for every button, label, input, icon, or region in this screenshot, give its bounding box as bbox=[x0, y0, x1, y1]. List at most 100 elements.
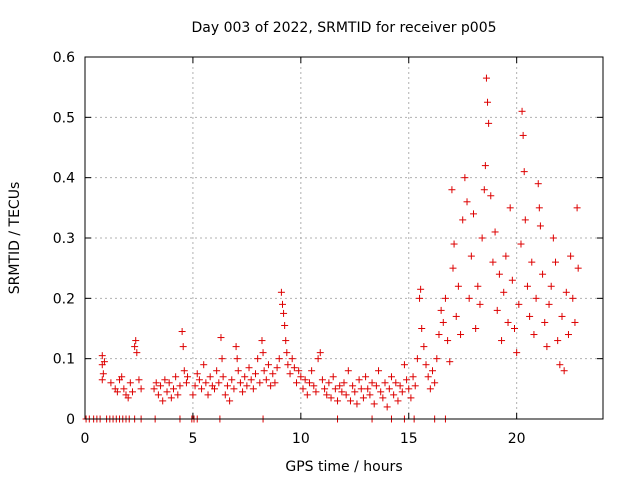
data-point bbox=[372, 382, 380, 390]
data-point bbox=[299, 385, 307, 393]
data-point bbox=[273, 364, 281, 372]
data-point bbox=[124, 394, 132, 402]
data-point bbox=[340, 379, 348, 387]
data-point bbox=[530, 331, 538, 339]
data-point bbox=[357, 385, 365, 393]
data-point bbox=[502, 252, 510, 260]
data-point bbox=[283, 349, 291, 357]
plot-frame bbox=[84, 56, 604, 420]
data-point bbox=[312, 388, 320, 396]
data-point bbox=[547, 282, 555, 290]
data-point bbox=[562, 288, 570, 296]
data-point bbox=[215, 379, 223, 387]
data-point bbox=[338, 388, 346, 396]
data-point bbox=[435, 331, 443, 339]
data-point bbox=[157, 382, 165, 390]
data-point bbox=[515, 300, 523, 308]
grid-lines bbox=[85, 57, 603, 419]
data-point bbox=[174, 391, 182, 399]
data-point bbox=[301, 376, 309, 384]
data-point bbox=[230, 385, 238, 393]
x-axis-label: GPS time / hours bbox=[285, 459, 402, 475]
data-point bbox=[133, 349, 141, 357]
data-point bbox=[368, 379, 376, 387]
data-point bbox=[236, 379, 244, 387]
data-point bbox=[383, 403, 391, 411]
data-point bbox=[422, 361, 430, 369]
data-point bbox=[517, 240, 525, 248]
data-point bbox=[249, 385, 257, 393]
data-point bbox=[392, 379, 400, 387]
data-point bbox=[342, 391, 350, 399]
data-point bbox=[521, 216, 529, 224]
data-point bbox=[398, 388, 406, 396]
data-point bbox=[495, 270, 503, 278]
data-point bbox=[349, 382, 357, 390]
data-point bbox=[362, 373, 370, 381]
data-point bbox=[243, 382, 251, 390]
data-point bbox=[520, 168, 528, 176]
data-point bbox=[159, 397, 167, 405]
data-point bbox=[539, 270, 547, 278]
data-point bbox=[152, 379, 160, 387]
data-point bbox=[465, 294, 473, 302]
data-point bbox=[286, 370, 294, 378]
data-point bbox=[541, 318, 549, 326]
data-point bbox=[457, 331, 465, 339]
data-point bbox=[182, 379, 190, 387]
data-point bbox=[523, 282, 531, 290]
data-point bbox=[193, 370, 201, 378]
data-point bbox=[281, 321, 289, 329]
data-point bbox=[176, 382, 184, 390]
data-point bbox=[169, 385, 177, 393]
data-point bbox=[132, 337, 140, 345]
data-point bbox=[500, 288, 508, 296]
data-point bbox=[484, 98, 492, 106]
x-tick-label: 0 bbox=[81, 431, 90, 447]
data-point bbox=[385, 385, 393, 393]
data-point bbox=[426, 385, 434, 393]
x-tick-label: 5 bbox=[188, 431, 197, 447]
data-point bbox=[247, 376, 255, 384]
data-point bbox=[303, 391, 311, 399]
data-point bbox=[491, 228, 499, 236]
data-point bbox=[485, 119, 493, 127]
data-point bbox=[446, 358, 454, 366]
data-point bbox=[259, 349, 267, 357]
data-point bbox=[452, 312, 460, 320]
data-point bbox=[228, 376, 236, 384]
data-point bbox=[574, 264, 582, 272]
data-point bbox=[297, 373, 305, 381]
data-point bbox=[545, 300, 553, 308]
data-point bbox=[234, 367, 242, 375]
data-point bbox=[558, 312, 566, 320]
y-axis-label: SRMTID / TECUs bbox=[7, 182, 23, 295]
data-point bbox=[409, 373, 417, 381]
y-tick-label: 0.2 bbox=[53, 291, 75, 307]
data-point bbox=[131, 343, 139, 351]
data-point bbox=[269, 370, 277, 378]
data-point bbox=[554, 337, 562, 345]
data-point bbox=[316, 349, 324, 357]
data-point bbox=[262, 376, 270, 384]
axis-ticks: 0 0.1 0.2 0.3 0.4 0.5 0.6 0 5 10 15 20 bbox=[53, 50, 603, 447]
data-point bbox=[511, 325, 519, 332]
data-point bbox=[163, 388, 171, 396]
data-point bbox=[467, 252, 475, 260]
data-point bbox=[254, 355, 262, 363]
data-point bbox=[448, 186, 456, 194]
data-point bbox=[441, 294, 449, 302]
data-point bbox=[519, 131, 527, 139]
data-point bbox=[288, 355, 296, 363]
data-point bbox=[336, 382, 344, 390]
data-point bbox=[165, 379, 173, 387]
data-point bbox=[569, 294, 577, 302]
data-point bbox=[478, 234, 486, 242]
data-point bbox=[482, 74, 490, 82]
data-point bbox=[552, 258, 560, 266]
data-point bbox=[534, 180, 542, 188]
data-point bbox=[314, 355, 322, 363]
data-point bbox=[364, 385, 372, 393]
data-point bbox=[323, 391, 331, 399]
data-point bbox=[211, 385, 218, 393]
